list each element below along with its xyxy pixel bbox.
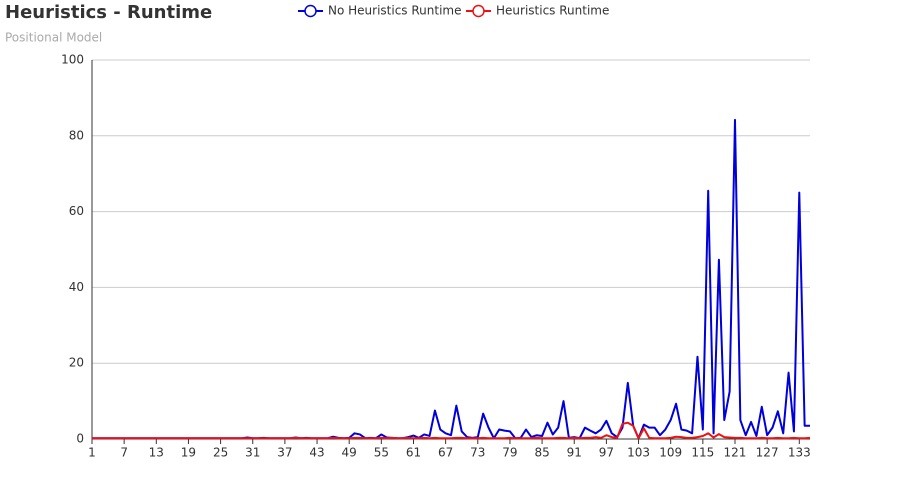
x-tick-label: 97 [599, 446, 614, 460]
y-tick-label: 40 [69, 280, 84, 294]
x-tick-label: 43 [309, 446, 324, 460]
x-tick-label: 115 [691, 446, 714, 460]
x-tick-label: 25 [213, 446, 228, 460]
series-line [92, 118, 810, 440]
x-tick-label: 31 [245, 446, 260, 460]
x-tick-label: 109 [659, 446, 682, 460]
x-tick-label: 61 [406, 446, 421, 460]
x-tick-label: 67 [438, 446, 453, 460]
y-tick-label: 20 [69, 356, 84, 370]
x-tick-label: 49 [342, 446, 357, 460]
legend-label[interactable]: No Heuristics Runtime [328, 4, 462, 18]
x-tick-label: 7 [120, 446, 128, 460]
legend-label[interactable]: Heuristics Runtime [496, 4, 609, 18]
y-tick-label: 0 [76, 432, 84, 446]
x-tick-label: 85 [534, 446, 549, 460]
x-tick-label: 103 [627, 446, 650, 460]
x-tick-label: 73 [470, 446, 485, 460]
x-tick-label: 79 [502, 446, 517, 460]
legend-symbol [472, 4, 485, 18]
x-tick-label: 37 [277, 446, 292, 460]
x-tick-label: 127 [756, 446, 779, 460]
x-tick-label: 19 [181, 446, 196, 460]
x-tick-label: 133 [788, 446, 811, 460]
y-tick-label: 60 [69, 204, 84, 218]
chart-subtitle: Positional Model [5, 31, 102, 45]
x-tick-label: 121 [724, 446, 747, 460]
series-line [92, 421, 811, 440]
y-tick-label: 100 [61, 53, 84, 67]
y-tick-label: 80 [69, 128, 84, 142]
x-tick-label: 55 [374, 446, 389, 460]
x-tick-label: 1 [88, 446, 96, 460]
legend-symbol [304, 4, 317, 18]
chart-title: Heuristics - Runtime [5, 2, 212, 23]
x-tick-label: 91 [567, 446, 582, 460]
x-tick-label: 13 [149, 446, 164, 460]
